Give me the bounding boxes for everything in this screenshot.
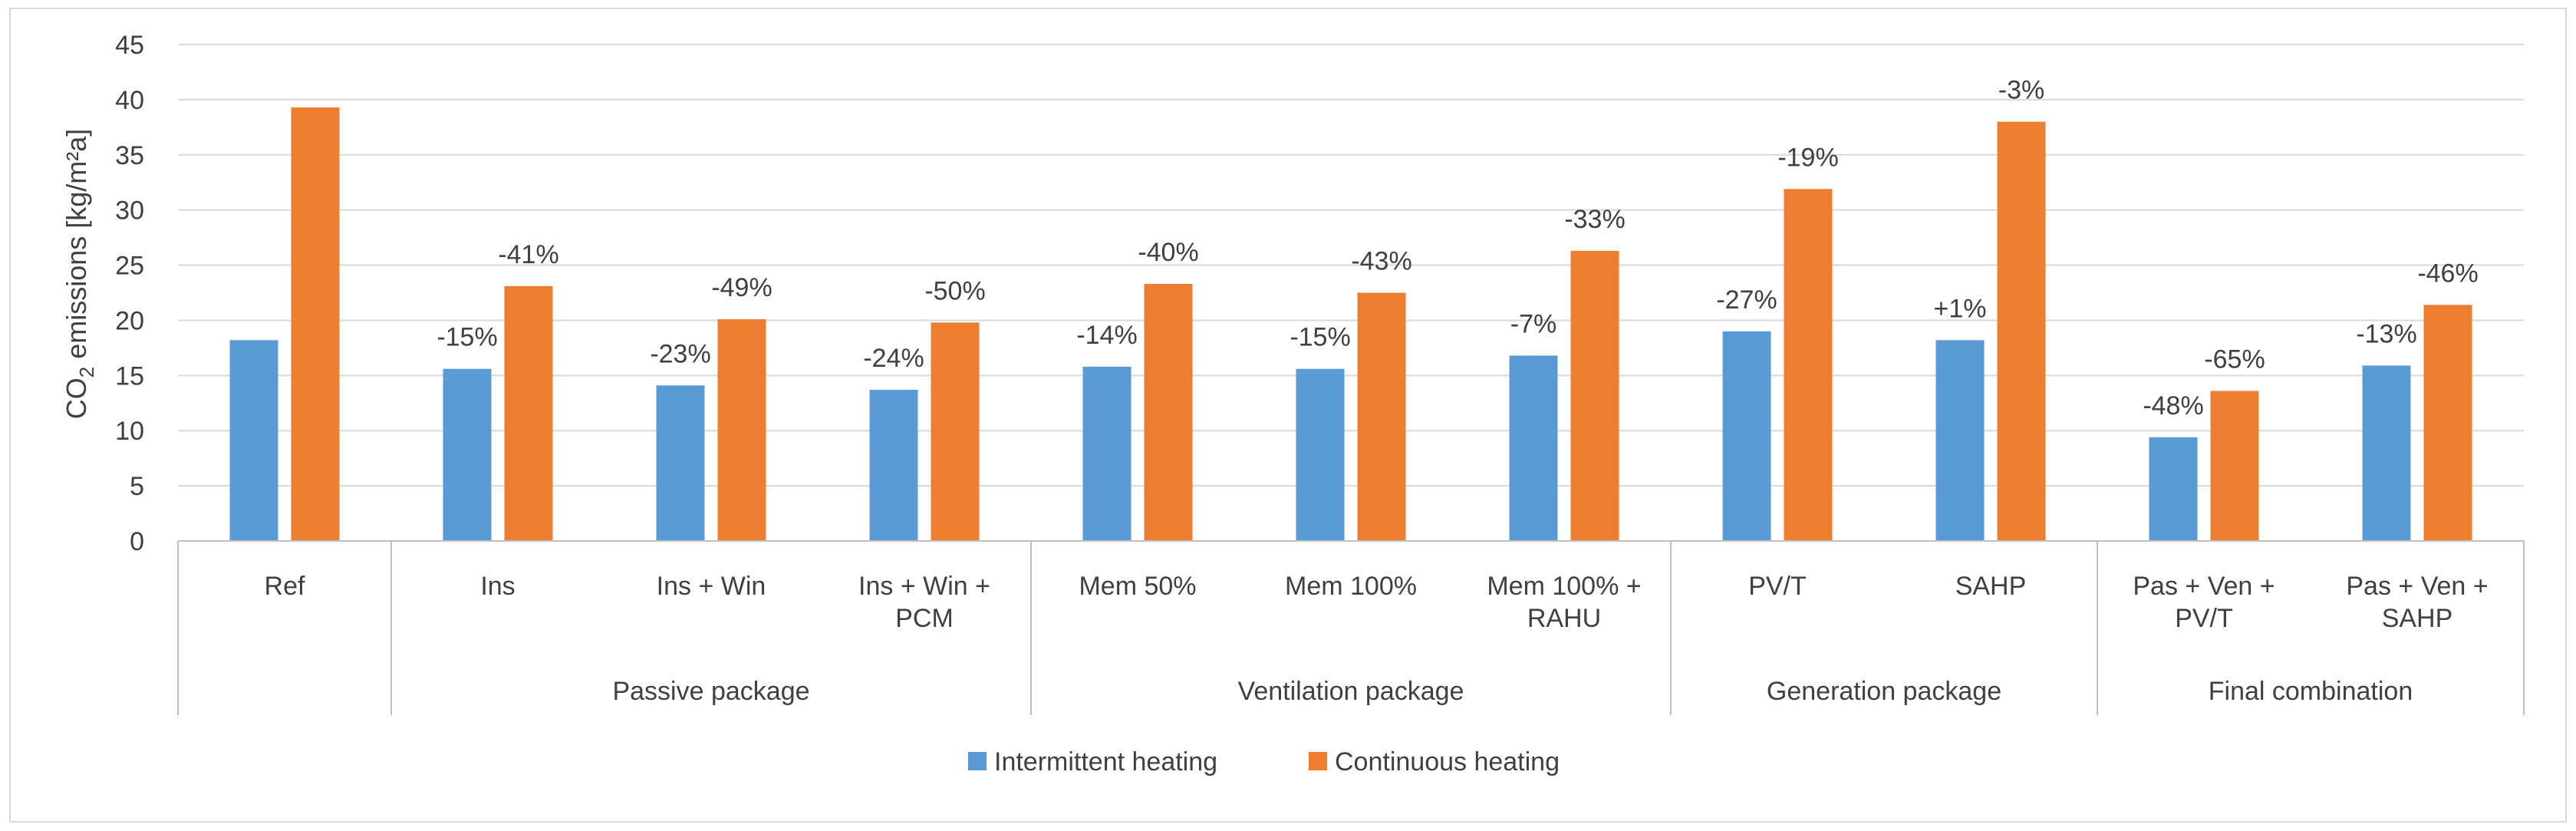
x-tick-label: Pas + Ven +	[2346, 572, 2488, 601]
data-label: -49%	[711, 273, 772, 302]
x-tick-label: PV/T	[2175, 604, 2233, 633]
bar-continuous	[1357, 292, 1406, 541]
x-tick-label: Ins	[480, 572, 515, 601]
x-tick-label: Ins + Win	[657, 572, 766, 601]
bar-continuous	[717, 319, 766, 541]
bar-continuous	[1144, 283, 1193, 541]
bar-continuous	[2210, 391, 2259, 541]
data-label: -27%	[1716, 285, 1777, 315]
x-axis: Ref Ins Ins + Win Ins + Win + PCM Mem 50% Mem …	[177, 540, 2525, 715]
data-label: -24%	[863, 344, 924, 373]
bar-intermittent	[443, 368, 492, 541]
bar-intermittent	[1082, 366, 1132, 541]
data-label: -50%	[924, 276, 985, 305]
bar-intermittent	[869, 390, 918, 541]
y-axis-label: CO2 emissions [kg/m²a]	[61, 129, 98, 420]
bar-intermittent	[2362, 365, 2411, 541]
y-tick-label: 35	[115, 141, 144, 170]
bar-continuous	[1570, 250, 1619, 541]
bar-continuous	[931, 322, 980, 541]
data-label: -19%	[1777, 143, 1838, 172]
y-tick-label: 40	[115, 86, 144, 115]
x-tick-label: Pas + Ven +	[2133, 572, 2275, 601]
data-label: -7%	[1510, 309, 1556, 338]
data-label: -13%	[2356, 319, 2416, 348]
x-tick-label: RAHU	[1527, 604, 1601, 633]
bar-continuous	[504, 285, 553, 541]
x-tick-label: SAHP	[2382, 604, 2453, 633]
bar-continuous	[291, 107, 340, 541]
bars	[229, 107, 2472, 542]
legend: Intermittent heating Continuous heating	[968, 747, 1560, 777]
data-labels: -15% -23% -24% -14% -15% -7% -27% +1% -48% -13% -4…	[436, 76, 2478, 420]
y-tick-label: 25	[115, 252, 144, 281]
data-label: -65%	[2204, 345, 2265, 374]
legend-swatch-intermittent	[968, 752, 987, 770]
data-label: -40%	[1138, 238, 1198, 267]
data-label: -15%	[436, 323, 497, 352]
legend-swatch-continuous	[1309, 752, 1327, 770]
data-label: -33%	[1564, 205, 1625, 234]
bar-continuous	[2423, 305, 2472, 541]
bar-continuous	[1997, 121, 2046, 542]
y-tick-label: 0	[130, 527, 144, 556]
group-label: Passive package	[612, 677, 809, 706]
data-label: +1%	[1934, 294, 1987, 323]
data-label: -23%	[650, 339, 710, 368]
y-axis-ticks: 0 5 10 15 20 25 30 35 40 45	[115, 31, 144, 556]
bar-intermittent	[656, 385, 705, 541]
x-tick-label: Ref	[265, 572, 305, 601]
bar-intermittent	[1296, 368, 1345, 541]
group-label: Ventilation package	[1238, 677, 1464, 706]
bar-intermittent	[1509, 355, 1558, 541]
y-tick-label: 30	[115, 196, 144, 226]
x-tick-label: Ins + Win +	[858, 572, 990, 601]
x-tick-label: Mem 100%	[1285, 572, 1417, 601]
group-label: Generation package	[1767, 677, 2001, 706]
data-label: -3%	[1998, 76, 2044, 105]
data-label: -14%	[1076, 321, 1137, 350]
y-tick-label: 10	[115, 417, 144, 446]
x-tick-label: PCM	[895, 604, 954, 633]
x-tick-label: PV/T	[1748, 572, 1807, 601]
y-tick-label: 45	[115, 31, 144, 60]
x-tick-label: Mem 100% +	[1487, 572, 1641, 601]
bar-intermittent	[229, 340, 278, 541]
x-tick-label: Mem 50%	[1079, 572, 1196, 601]
y-tick-label: 5	[130, 472, 144, 501]
y-tick-label: 15	[115, 361, 144, 391]
group-label: Final combination	[2209, 677, 2413, 706]
data-label: -48%	[2143, 391, 2203, 420]
data-label: -15%	[1290, 323, 1350, 352]
data-label: -41%	[498, 240, 558, 269]
bar-intermittent	[2149, 437, 2198, 541]
data-label: -46%	[2417, 259, 2478, 288]
legend-label: Intermittent heating	[994, 747, 1217, 777]
data-label: -43%	[1351, 247, 1412, 276]
chart-frame	[9, 8, 2567, 823]
y-tick-label: 20	[115, 306, 144, 335]
bar-intermittent	[1935, 340, 1985, 541]
legend-label: Continuous heating	[1335, 747, 1560, 777]
bar-continuous	[1784, 189, 1833, 542]
x-tick-label: SAHP	[1955, 572, 2027, 601]
bar-intermittent	[1722, 331, 1771, 541]
